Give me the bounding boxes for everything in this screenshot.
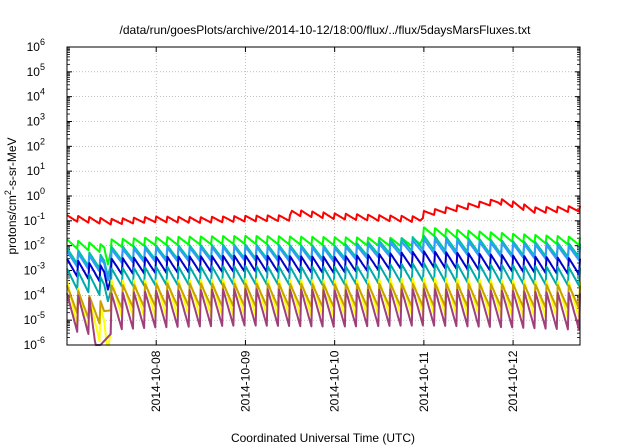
flux-series-line (66, 238, 581, 282)
plot-frame (66, 46, 581, 346)
x-tick-labels: 2014-10-08 2014-10-09 2014-10-10 2014-10-11… (149, 350, 520, 412)
flux-series-line (66, 250, 581, 291)
chart-title: /data/run/goesPlots/archive/2014-10-12/1… (120, 23, 532, 37)
y-tick-label: 104 (27, 87, 45, 104)
x-tick-label: 2014-10-08 (149, 350, 163, 412)
y-axis-label: protons/cm2-s-sr-MeV (3, 137, 19, 254)
x-tick-label: 2014-10-12 (506, 350, 520, 412)
flux-series-line (66, 262, 581, 303)
y-tick-label: 105 (27, 62, 45, 79)
y-tick-label: 10-1 (24, 211, 45, 228)
y-tick-label: 106 (27, 37, 45, 54)
y-tick-label: 101 (27, 161, 45, 178)
y-tick-label: 102 (27, 136, 45, 153)
x-axis-label: Coordinated Universal Time (UTC) (231, 431, 415, 445)
flux-series-line (66, 282, 581, 325)
y-tick-label: 10-6 (24, 335, 45, 352)
y-tick-label: 10-5 (24, 310, 45, 327)
x-tick-label: 2014-10-10 (328, 350, 342, 412)
y-tick-label: 103 (27, 112, 45, 129)
y-tick-label: 100 (27, 186, 45, 203)
flux-series-line (66, 226, 581, 266)
x-tick-label: 2014-10-09 (238, 350, 252, 412)
x-tick-label: 2014-10-11 (417, 351, 431, 412)
y-tick-label: 10-2 (24, 236, 45, 253)
series-layer (66, 198, 581, 346)
y-tick-labels: 10-6 10-5 10-4 10-3 10-2 10-1 100 101 102 103 104 1… (24, 37, 45, 352)
flux-series-line (66, 288, 581, 346)
flux-series-line (66, 234, 581, 278)
y-tick-label: 10-3 (24, 261, 45, 278)
flux-series-line (66, 198, 581, 226)
y-tick-label: 10-4 (24, 285, 45, 302)
